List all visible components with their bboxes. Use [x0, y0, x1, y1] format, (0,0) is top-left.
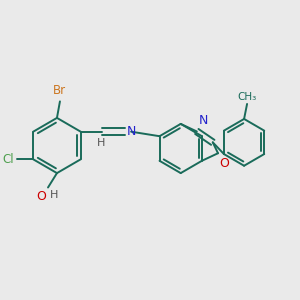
Text: O: O	[220, 157, 230, 170]
Text: N: N	[198, 114, 208, 127]
Text: Cl: Cl	[3, 153, 14, 166]
Text: H: H	[50, 190, 58, 200]
Text: Br: Br	[53, 85, 67, 98]
Text: O: O	[37, 190, 46, 203]
Text: CH₃: CH₃	[237, 92, 257, 101]
Text: N: N	[127, 124, 136, 138]
Text: H: H	[97, 138, 105, 148]
